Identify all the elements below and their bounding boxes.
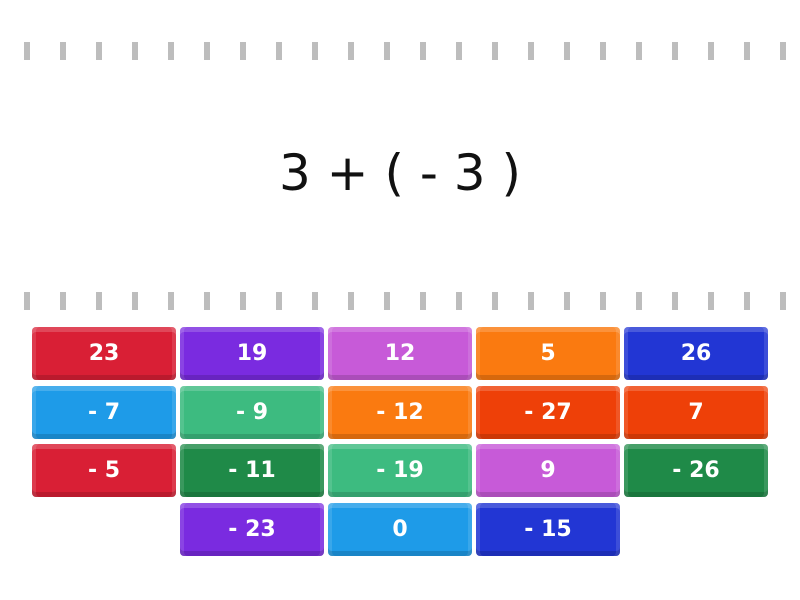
answer-tile[interactable]: - 19	[328, 444, 472, 497]
answer-tile[interactable]: 5	[476, 327, 620, 380]
answer-tile[interactable]: - 7	[32, 385, 176, 439]
answer-tile[interactable]: 12	[328, 327, 472, 380]
answer-tile[interactable]: 19	[180, 327, 324, 380]
answer-tile[interactable]: - 15	[476, 502, 620, 556]
question-prompt: 3 + ( - 3 )	[278, 144, 522, 202]
answer-tile[interactable]: - 26	[624, 444, 768, 497]
answer-tile[interactable]: - 12	[328, 385, 472, 439]
progress-dashes-bottom	[0, 292, 800, 310]
answer-tile[interactable]: 9	[476, 444, 620, 497]
answer-tile[interactable]: - 23	[180, 502, 324, 556]
answer-tile[interactable]: 7	[624, 385, 768, 439]
answer-tile[interactable]: - 9	[180, 385, 324, 439]
answer-tile[interactable]: 0	[328, 502, 472, 556]
answer-tile[interactable]: 26	[624, 327, 768, 380]
answer-tile[interactable]: - 5	[32, 444, 176, 497]
progress-dashes-top	[0, 42, 800, 60]
answer-tile[interactable]: 23	[32, 327, 176, 380]
answer-tile[interactable]: - 27	[476, 385, 620, 439]
answer-tile[interactable]: - 11	[180, 444, 324, 497]
